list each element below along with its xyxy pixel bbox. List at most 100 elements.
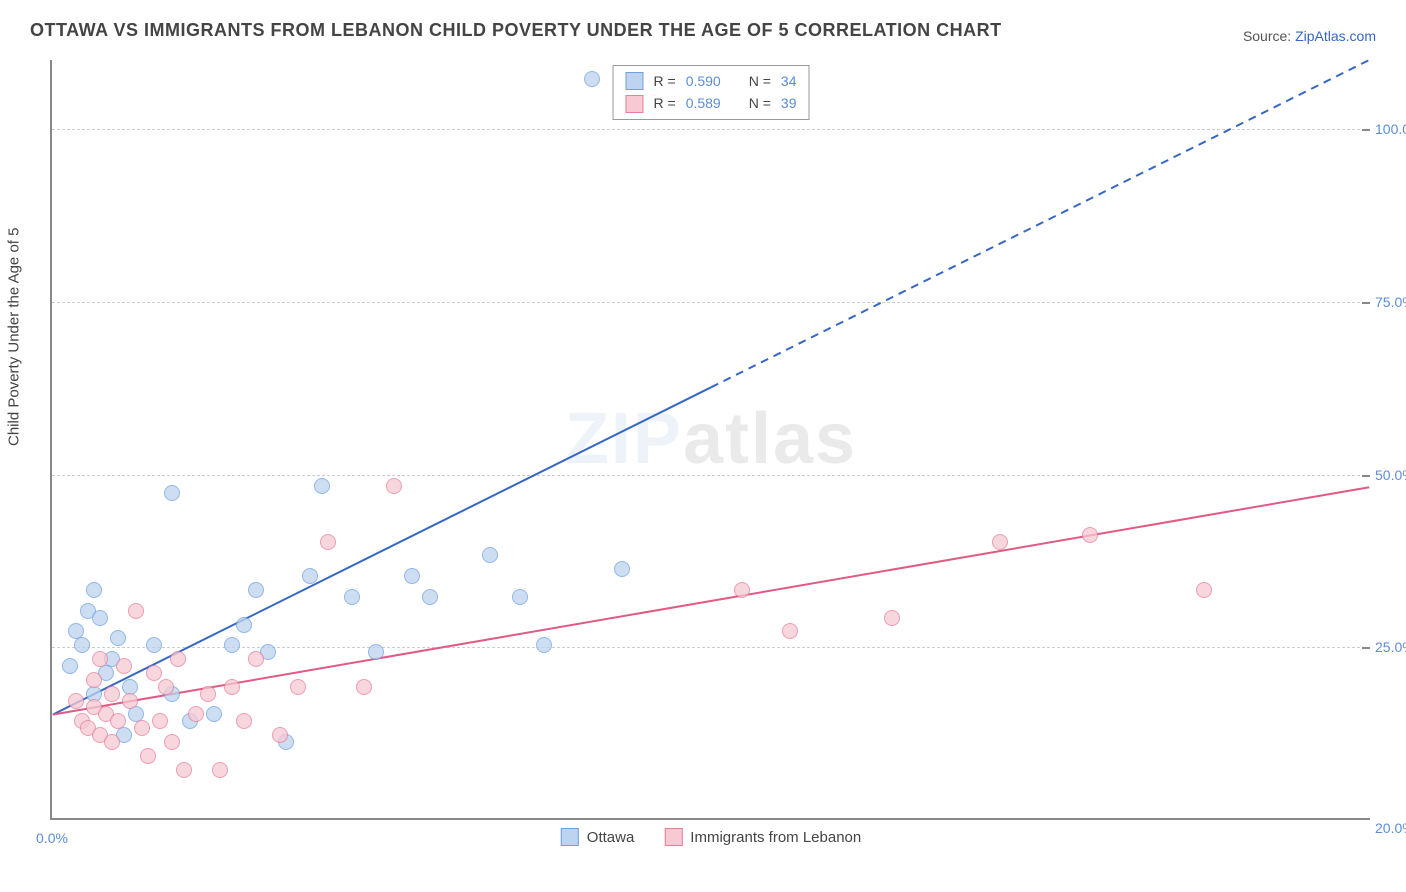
scatter-point — [134, 720, 150, 736]
n-label: N = — [749, 92, 771, 114]
scatter-point — [368, 644, 384, 660]
legend-row: R = 0.589 N = 39 — [626, 92, 797, 114]
scatter-point — [92, 610, 108, 626]
scatter-point — [482, 547, 498, 563]
scatter-point — [536, 637, 552, 653]
scatter-point — [110, 630, 126, 646]
scatter-point — [86, 672, 102, 688]
scatter-point — [104, 686, 120, 702]
scatter-point — [422, 589, 438, 605]
scatter-point — [122, 693, 138, 709]
scatter-point — [200, 686, 216, 702]
legend-item: Ottawa — [561, 828, 635, 846]
trend-lines — [52, 60, 1370, 818]
scatter-point — [1082, 527, 1098, 543]
scatter-point — [206, 706, 222, 722]
y-tick-mark — [1362, 129, 1370, 131]
y-tick-label: 50.0% — [1375, 467, 1406, 483]
scatter-point — [68, 693, 84, 709]
scatter-point — [404, 568, 420, 584]
legend-swatch-ottawa — [561, 828, 579, 846]
y-tick-label: 100.0% — [1375, 121, 1406, 137]
scatter-point — [1196, 582, 1212, 598]
scatter-point — [884, 610, 900, 626]
scatter-point — [224, 637, 240, 653]
scatter-point — [146, 665, 162, 681]
legend-label: Immigrants from Lebanon — [690, 829, 861, 846]
source-attribution: Source: ZipAtlas.com — [1243, 28, 1376, 44]
scatter-point — [212, 762, 228, 778]
scatter-point — [116, 658, 132, 674]
scatter-point — [158, 679, 174, 695]
source-label: Source: — [1243, 28, 1291, 44]
trend-line-dashed — [711, 60, 1369, 387]
scatter-point — [110, 713, 126, 729]
scatter-point — [320, 534, 336, 550]
r-label: R = — [654, 92, 676, 114]
y-tick-label: 25.0% — [1375, 639, 1406, 655]
legend-item: Immigrants from Lebanon — [664, 828, 861, 846]
scatter-point — [734, 582, 750, 598]
trend-line-solid — [53, 487, 1370, 714]
scatter-point — [248, 582, 264, 598]
scatter-point — [92, 651, 108, 667]
source-link[interactable]: ZipAtlas.com — [1295, 28, 1376, 44]
scatter-point — [170, 651, 186, 667]
scatter-point — [236, 617, 252, 633]
scatter-point — [356, 679, 372, 695]
r-label: R = — [654, 70, 676, 92]
scatter-point — [272, 727, 288, 743]
y-tick-mark — [1362, 475, 1370, 477]
scatter-point — [128, 603, 144, 619]
chart-plot-area: ZIPatlas 25.0%50.0%75.0%100.0% R = 0.590… — [50, 60, 1370, 820]
correlation-legend: R = 0.590 N = 34 R = 0.589 N = 39 — [613, 65, 810, 120]
watermark-part1: ZIP — [565, 399, 683, 479]
y-axis-label: Child Poverty Under the Age of 5 — [6, 228, 23, 446]
gridline — [52, 129, 1370, 130]
series-legend: Ottawa Immigrants from Lebanon — [561, 828, 861, 846]
scatter-point — [782, 623, 798, 639]
scatter-point — [164, 485, 180, 501]
scatter-point — [164, 734, 180, 750]
scatter-point — [584, 71, 600, 87]
r-value: 0.590 — [686, 70, 721, 92]
gridline — [52, 475, 1370, 476]
legend-swatch-lebanon — [664, 828, 682, 846]
x-bottom-right-label: 20.0% — [1375, 820, 1406, 836]
legend-label: Ottawa — [587, 829, 635, 846]
legend-row: R = 0.590 N = 34 — [626, 70, 797, 92]
scatter-point — [614, 561, 630, 577]
scatter-point — [290, 679, 306, 695]
scatter-point — [176, 762, 192, 778]
scatter-point — [188, 706, 204, 722]
scatter-point — [992, 534, 1008, 550]
scatter-point — [86, 582, 102, 598]
scatter-point — [236, 713, 252, 729]
n-label: N = — [749, 70, 771, 92]
scatter-point — [248, 651, 264, 667]
watermark: ZIPatlas — [565, 398, 857, 480]
scatter-point — [104, 734, 120, 750]
scatter-point — [152, 713, 168, 729]
legend-swatch-ottawa — [626, 72, 644, 90]
scatter-point — [146, 637, 162, 653]
scatter-point — [314, 478, 330, 494]
scatter-point — [344, 589, 360, 605]
gridline — [52, 647, 1370, 648]
n-value: 34 — [781, 70, 797, 92]
y-tick-mark — [1362, 302, 1370, 304]
n-value: 39 — [781, 92, 797, 114]
x-tick-label: 0.0% — [36, 830, 68, 846]
r-value: 0.589 — [686, 92, 721, 114]
legend-swatch-lebanon — [626, 95, 644, 113]
watermark-part2: atlas — [683, 399, 857, 479]
scatter-point — [224, 679, 240, 695]
y-tick-label: 75.0% — [1375, 294, 1406, 310]
scatter-point — [386, 478, 402, 494]
gridline — [52, 302, 1370, 303]
chart-title: OTTAWA VS IMMIGRANTS FROM LEBANON CHILD … — [30, 20, 1002, 41]
y-tick-mark — [1362, 647, 1370, 649]
scatter-point — [302, 568, 318, 584]
scatter-point — [512, 589, 528, 605]
scatter-point — [62, 658, 78, 674]
